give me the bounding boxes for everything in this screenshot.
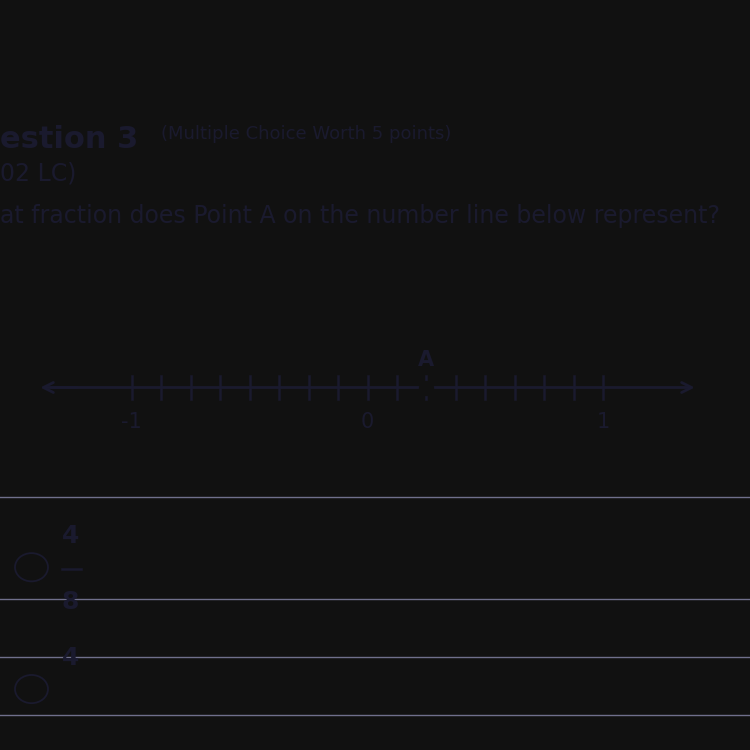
Text: -1: -1 [122, 412, 142, 432]
Text: (Multiple Choice Worth 5 points): (Multiple Choice Worth 5 points) [161, 124, 452, 142]
Text: estion 3: estion 3 [0, 124, 138, 154]
Text: 1: 1 [596, 412, 610, 432]
Text: A: A [419, 350, 434, 370]
Text: 4: 4 [62, 646, 79, 670]
Text: 02 LC): 02 LC) [0, 161, 76, 185]
Text: at fraction does Point A on the number line below represent?: at fraction does Point A on the number l… [0, 204, 720, 228]
Text: 4: 4 [62, 524, 79, 548]
Text: 8: 8 [62, 590, 79, 613]
Text: 0: 0 [361, 412, 374, 432]
